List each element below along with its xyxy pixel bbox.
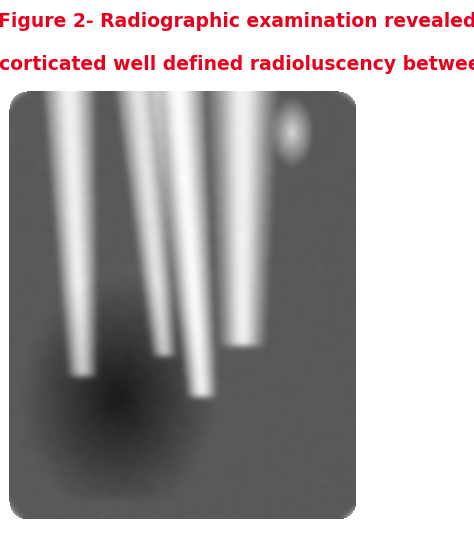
Text: a corticated well defined radioluscency between: a corticated well defined radioluscency … [0, 55, 474, 74]
Text: Figure 2- Radiographic examination revealed: Figure 2- Radiographic examination revea… [0, 12, 474, 31]
